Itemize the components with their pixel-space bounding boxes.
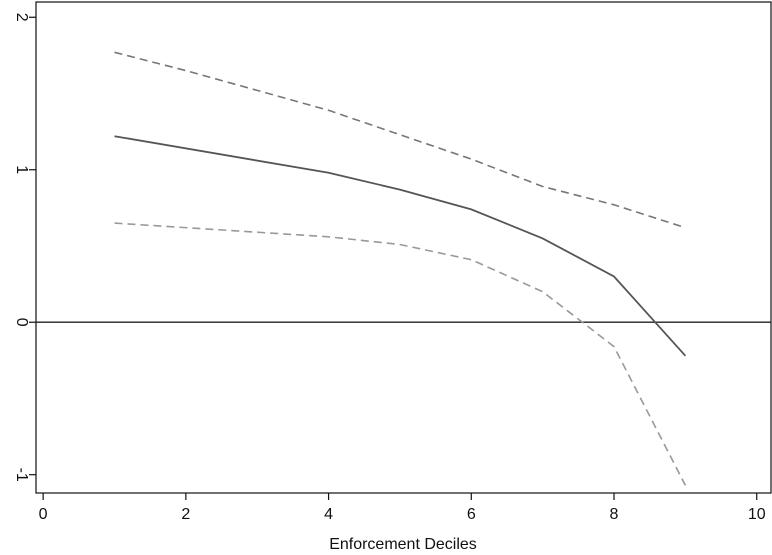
series-line-2 (114, 51, 686, 229)
y-tick-label: 0 (13, 318, 30, 327)
y-tick-label: 2 (13, 13, 30, 22)
x-tick-label: 6 (467, 506, 476, 523)
x-axis-title: Enforcement Deciles (329, 536, 477, 553)
x-tick-label: 4 (324, 506, 333, 523)
plot-frame (35, 1, 772, 494)
x-tick-label: 2 (181, 506, 190, 523)
x-tick-label: 8 (610, 506, 619, 523)
x-tick-label: 10 (748, 506, 766, 523)
y-tick-label: 1 (13, 165, 30, 174)
y-axis: -1 0 1 2 (13, 13, 36, 482)
x-axis: 0 2 4 6 8 10 (39, 493, 766, 523)
series-line-1 (114, 135, 687, 357)
x-tick-label: 0 (39, 506, 48, 523)
series-line-3 (114, 222, 687, 486)
y-tick-label: -1 (13, 468, 30, 482)
series-layer (114, 51, 687, 486)
